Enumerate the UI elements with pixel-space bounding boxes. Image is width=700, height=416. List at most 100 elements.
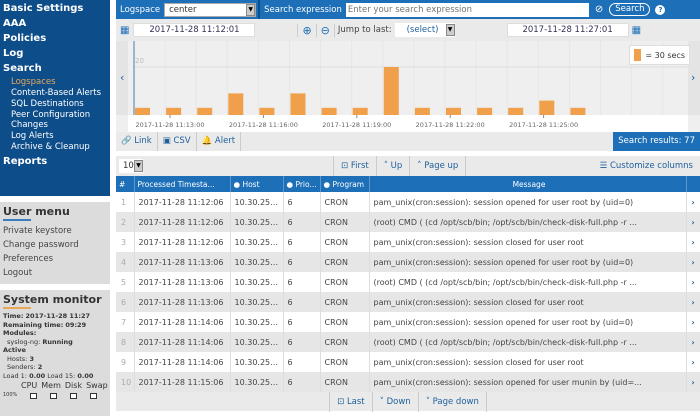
customize-columns-button[interactable]: ☰ Customize columns — [599, 161, 693, 171]
swap-meter — [90, 393, 98, 399]
histogram: ‹ › 20 2017-11-28 11:13:00 2017-11-28 11:16:… — [116, 41, 700, 132]
csv-button[interactable]: ▣ CSV — [158, 132, 197, 151]
message-cell: pam_unix(cron:session): session opened f… — [369, 372, 687, 392]
jump-select[interactable]: (select) ▼ — [394, 23, 455, 37]
chevron-right-icon[interactable]: › — [686, 352, 700, 372]
system-monitor: System monitor Time: 2017-11-28 11:27 Re… — [0, 290, 110, 416]
logout-link[interactable]: Logout — [3, 268, 33, 278]
row-number-cell: 5 — [116, 272, 135, 292]
dropdown-arrow-icon: ▼ — [246, 3, 256, 16]
from-date-input[interactable]: 2017-11-28 11:12:01 — [133, 23, 256, 37]
nav-log-alerts[interactable]: Log Alerts — [11, 131, 54, 141]
first-button[interactable]: ⊡ First — [333, 156, 376, 176]
search-input[interactable] — [345, 2, 589, 17]
table-row[interactable]: 2 2017-11-28 11:12:06 10.30.255.... 6 CRON (r… — [116, 212, 700, 232]
nav-content-based-alerts[interactable]: Content-Based Alerts — [11, 88, 102, 98]
priority-cell: 6 — [283, 372, 321, 392]
chevron-right-icon[interactable]: › — [686, 212, 700, 232]
syslog-row: syslog-ng: Running — [7, 337, 73, 346]
x-tick-label: 2017-11-28 11:25:00 — [509, 121, 578, 129]
chevron-right-icon[interactable]: › — [686, 272, 700, 292]
program-cell: CRON — [320, 212, 370, 232]
chevron-right-icon[interactable]: › — [686, 252, 700, 272]
private-keystore-link[interactable]: Private keystore — [3, 226, 72, 236]
calendar-icon[interactable]: ▦ — [631, 24, 642, 36]
priority-cell: 6 — [283, 232, 321, 252]
date-bar: ▦ 2017-11-28 11:12:01 ⊕ ⊖ Jump to last: … — [116, 19, 700, 41]
nav-aaa[interactable]: AAA — [3, 18, 27, 29]
nav-basic-settings[interactable]: Basic Settings — [3, 3, 84, 14]
to-date-input[interactable]: 2017-11-28 11:27:01 — [506, 23, 629, 37]
program-cell: CRON — [320, 332, 370, 352]
histogram-bar — [446, 107, 461, 115]
remaining-row: Remaining time: 09:29 — [3, 320, 87, 329]
nav-policies[interactable]: Policies — [3, 33, 47, 44]
table-row[interactable]: 4 2017-11-28 11:13:06 10.30.255.... 6 CRON pa… — [116, 252, 700, 272]
main: Logspace center▼ Search expression ⊘ Sea… — [116, 0, 700, 412]
x-tick-label: 2017-11-28 11:16:00 — [229, 121, 298, 129]
program-cell: CRON — [320, 192, 370, 212]
row-number-cell: 9 — [116, 352, 135, 372]
change-password-link[interactable]: Change password — [3, 240, 79, 250]
table-row[interactable]: 3 2017-11-28 11:12:06 10.30.255.... 6 CRON pa… — [116, 232, 700, 252]
nav-search[interactable]: Search — [3, 63, 42, 74]
help-icon[interactable]: ? — [655, 4, 666, 15]
alert-button[interactable]: 🔔 Alert — [197, 132, 242, 151]
histogram-bar — [508, 107, 524, 115]
nav-log[interactable]: Log — [3, 48, 24, 59]
page-up-button[interactable]: ˄ Page up — [409, 156, 467, 176]
chevron-right-icon[interactable]: › — [686, 372, 700, 392]
table-row[interactable]: 9 2017-11-28 11:14:06 10.30.255.... 6 CRON pa… — [116, 352, 700, 372]
chevron-right-icon[interactable]: › — [686, 292, 700, 312]
link-button[interactable]: 🔗 Link — [116, 132, 158, 151]
zoom-in-icon[interactable]: ⊕ — [297, 23, 315, 37]
chevron-right-icon[interactable]: › — [686, 232, 700, 252]
zoom-out-icon[interactable]: ⊖ — [315, 23, 335, 37]
col-number[interactable]: # — [116, 176, 135, 192]
logspace-select[interactable]: center ▼ — [164, 2, 257, 17]
page-down-button[interactable]: ˅ Page down — [417, 391, 487, 412]
last-button[interactable]: ⊡ Last — [329, 391, 372, 412]
search-bar: Logspace center▼ Search expression ⊘ Sea… — [116, 0, 700, 19]
nav-logspaces[interactable]: Logspaces — [11, 77, 56, 87]
priority-cell: 6 — [283, 332, 321, 352]
table-bottom-bar: ⊡ Last ˅ Down ˅ Page down — [116, 391, 700, 412]
clear-icon[interactable]: ⊘ — [594, 4, 604, 15]
col-message[interactable]: Message — [369, 176, 687, 192]
nav-archive-cleanup[interactable]: Archive & Cleanup — [11, 142, 90, 152]
nav-peer-configuration-changes[interactable]: Peer Configuration Changes — [11, 110, 91, 130]
col-host[interactable]: ● Host — [230, 176, 284, 192]
histogram-bar — [539, 100, 555, 115]
chevron-right-icon[interactable]: › — [686, 332, 700, 352]
col-program[interactable]: ● Program — [320, 176, 370, 192]
jump-label: Jump to last: — [337, 25, 392, 35]
down-button[interactable]: ˅ Down — [371, 391, 418, 412]
col-timestamp[interactable]: Processed Timesta... — [134, 176, 231, 192]
preferences-link[interactable]: Preferences — [3, 254, 53, 264]
message-cell: pam_unix(cron:session): session opened f… — [369, 312, 687, 332]
nav-reports[interactable]: Reports — [3, 156, 48, 167]
message-cell: pam_unix(cron:session): session closed f… — [369, 352, 687, 372]
table-row[interactable]: 5 2017-11-28 11:13:06 10.30.255.... 6 CRON (r… — [116, 272, 700, 292]
timestamp-cell: 2017-11-28 11:14:06 — [134, 352, 231, 372]
table-row[interactable]: 6 2017-11-28 11:13:06 10.30.255.... 6 CRON pa… — [116, 292, 700, 312]
page-size-select[interactable]: 10 ▼ — [119, 159, 143, 173]
chevron-right-icon[interactable]: › — [686, 312, 700, 332]
search-button[interactable]: Search — [609, 3, 651, 16]
nav-sql-destinations[interactable]: SQL Destinations — [11, 99, 84, 109]
user-menu: User menu Private keystore Change passwo… — [0, 202, 110, 284]
host-cell: 10.30.255.... — [230, 332, 284, 352]
col-priority[interactable]: ● Prio... — [283, 176, 321, 192]
up-button[interactable]: ˄ Up — [375, 156, 410, 176]
system-monitor-title: System monitor — [3, 293, 102, 306]
histogram-bar — [383, 67, 399, 115]
table-row[interactable]: 10 2017-11-28 11:15:06 10.30.255.... 6 CRON p… — [116, 372, 700, 392]
table-row[interactable]: 1 2017-11-28 11:12:06 10.30.255.... 6 CRON pa… — [116, 192, 700, 212]
chevron-right-icon[interactable]: › — [686, 192, 700, 212]
calendar-icon[interactable]: ▦ — [120, 24, 130, 36]
timestamp-cell: 2017-11-28 11:12:06 — [134, 192, 231, 212]
priority-cell: 6 — [283, 292, 321, 312]
histogram-bar — [166, 107, 182, 115]
table-row[interactable]: 7 2017-11-28 11:14:06 10.30.255.... 6 CRON pa… — [116, 312, 700, 332]
table-row[interactable]: 8 2017-11-28 11:14:06 10.30.255.... 6 CRON (r… — [116, 332, 700, 352]
